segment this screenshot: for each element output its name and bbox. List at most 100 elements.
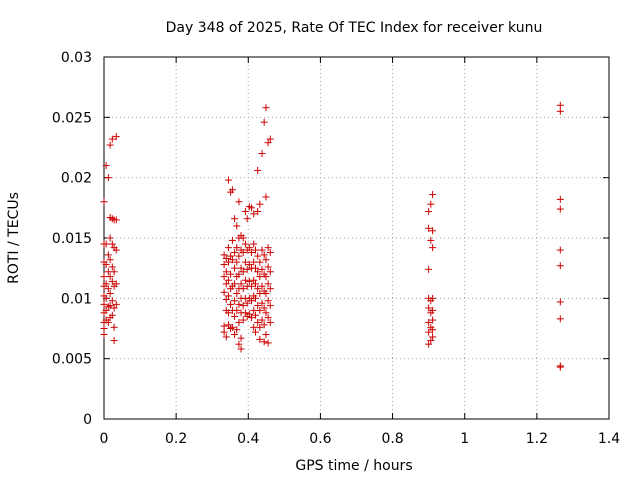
data-point: [227, 270, 235, 278]
data-point: [227, 325, 235, 332]
data-point: [237, 334, 245, 342]
data-point: [250, 258, 258, 266]
x-tick-label: 1: [460, 431, 469, 447]
data-point: [245, 244, 253, 252]
data-point: [224, 258, 232, 266]
data-point: [100, 300, 108, 308]
data-point: [248, 204, 256, 212]
y-tick-label: 0.03: [61, 50, 92, 66]
data-point: [256, 335, 264, 343]
data-point: [254, 207, 262, 215]
data-point: [108, 277, 116, 285]
data-point: [256, 273, 264, 281]
grid-lines: [104, 57, 609, 419]
data-point: [248, 282, 256, 290]
data-point: [425, 265, 433, 273]
data-point: [252, 294, 259, 302]
data-point: [556, 107, 564, 115]
data-points: [100, 101, 564, 371]
data-point: [262, 290, 270, 298]
data-point: [556, 363, 564, 371]
data-point: [106, 141, 114, 149]
data-point: [231, 312, 239, 320]
data-point: [250, 240, 258, 248]
data-point: [425, 224, 433, 232]
data-point: [260, 251, 268, 259]
data-point: [239, 248, 247, 256]
data-point: [250, 323, 258, 331]
data-point: [254, 252, 262, 260]
y-tick-label: 0: [83, 412, 92, 428]
data-point: [228, 236, 236, 244]
data-point: [100, 331, 108, 339]
data-point: [556, 262, 564, 270]
data-point: [258, 316, 266, 324]
data-point: [224, 244, 232, 252]
data-point: [102, 240, 110, 248]
data-point: [237, 264, 245, 272]
data-point: [112, 133, 120, 141]
data-point: [106, 256, 114, 264]
data-point: [231, 215, 239, 223]
data-point: [256, 258, 264, 266]
data-point: [104, 303, 112, 311]
data-point: [224, 292, 232, 300]
data-point: [108, 135, 116, 143]
data-point: [235, 300, 243, 308]
data-point: [260, 118, 268, 126]
data-point: [239, 285, 247, 293]
data-point: [266, 248, 274, 256]
data-point: [228, 256, 236, 264]
data-point: [102, 306, 110, 314]
data-point: [231, 297, 239, 305]
data-point: [252, 280, 259, 288]
data-point: [233, 306, 241, 314]
data-point: [266, 302, 274, 310]
data-point: [224, 276, 232, 284]
data-point: [233, 222, 241, 230]
data-point: [256, 290, 264, 298]
x-tick-label: 0: [100, 431, 109, 447]
data-point: [220, 322, 228, 330]
data-point: [262, 193, 270, 201]
data-point: [556, 298, 564, 306]
data-point: [222, 268, 230, 276]
data-point: [556, 101, 564, 109]
data-point: [254, 318, 262, 326]
data-point: [556, 315, 564, 323]
data-point: [258, 246, 266, 254]
data-point: [260, 304, 268, 312]
data-point: [104, 318, 112, 326]
data-point: [112, 246, 120, 254]
data-point: [556, 246, 564, 254]
data-point: [264, 339, 272, 347]
data-point: [425, 207, 433, 215]
data-point: [264, 280, 272, 288]
data-point: [231, 264, 239, 272]
data-point: [237, 345, 245, 353]
data-point: [241, 207, 249, 215]
data-point: [256, 200, 264, 208]
data-point: [102, 162, 110, 170]
data-point: [262, 273, 270, 281]
data-point: [252, 328, 259, 336]
data-point: [110, 304, 118, 312]
data-point: [100, 273, 108, 281]
data-point: [239, 268, 247, 276]
x-tick-label: 0.6: [309, 431, 331, 447]
data-point: [241, 258, 249, 266]
data-point: [266, 318, 274, 326]
data-point: [266, 268, 274, 276]
data-point: [429, 244, 437, 252]
data-point: [258, 265, 266, 273]
data-point: [256, 323, 264, 331]
data-point: [243, 265, 251, 273]
x-tick-label: 0.4: [237, 431, 259, 447]
x-tick-label: 0.2: [165, 431, 187, 447]
data-point: [110, 337, 118, 345]
x-tick-label: 0.8: [381, 431, 403, 447]
data-point: [252, 246, 259, 254]
data-point: [258, 150, 266, 158]
data-point: [233, 244, 241, 252]
